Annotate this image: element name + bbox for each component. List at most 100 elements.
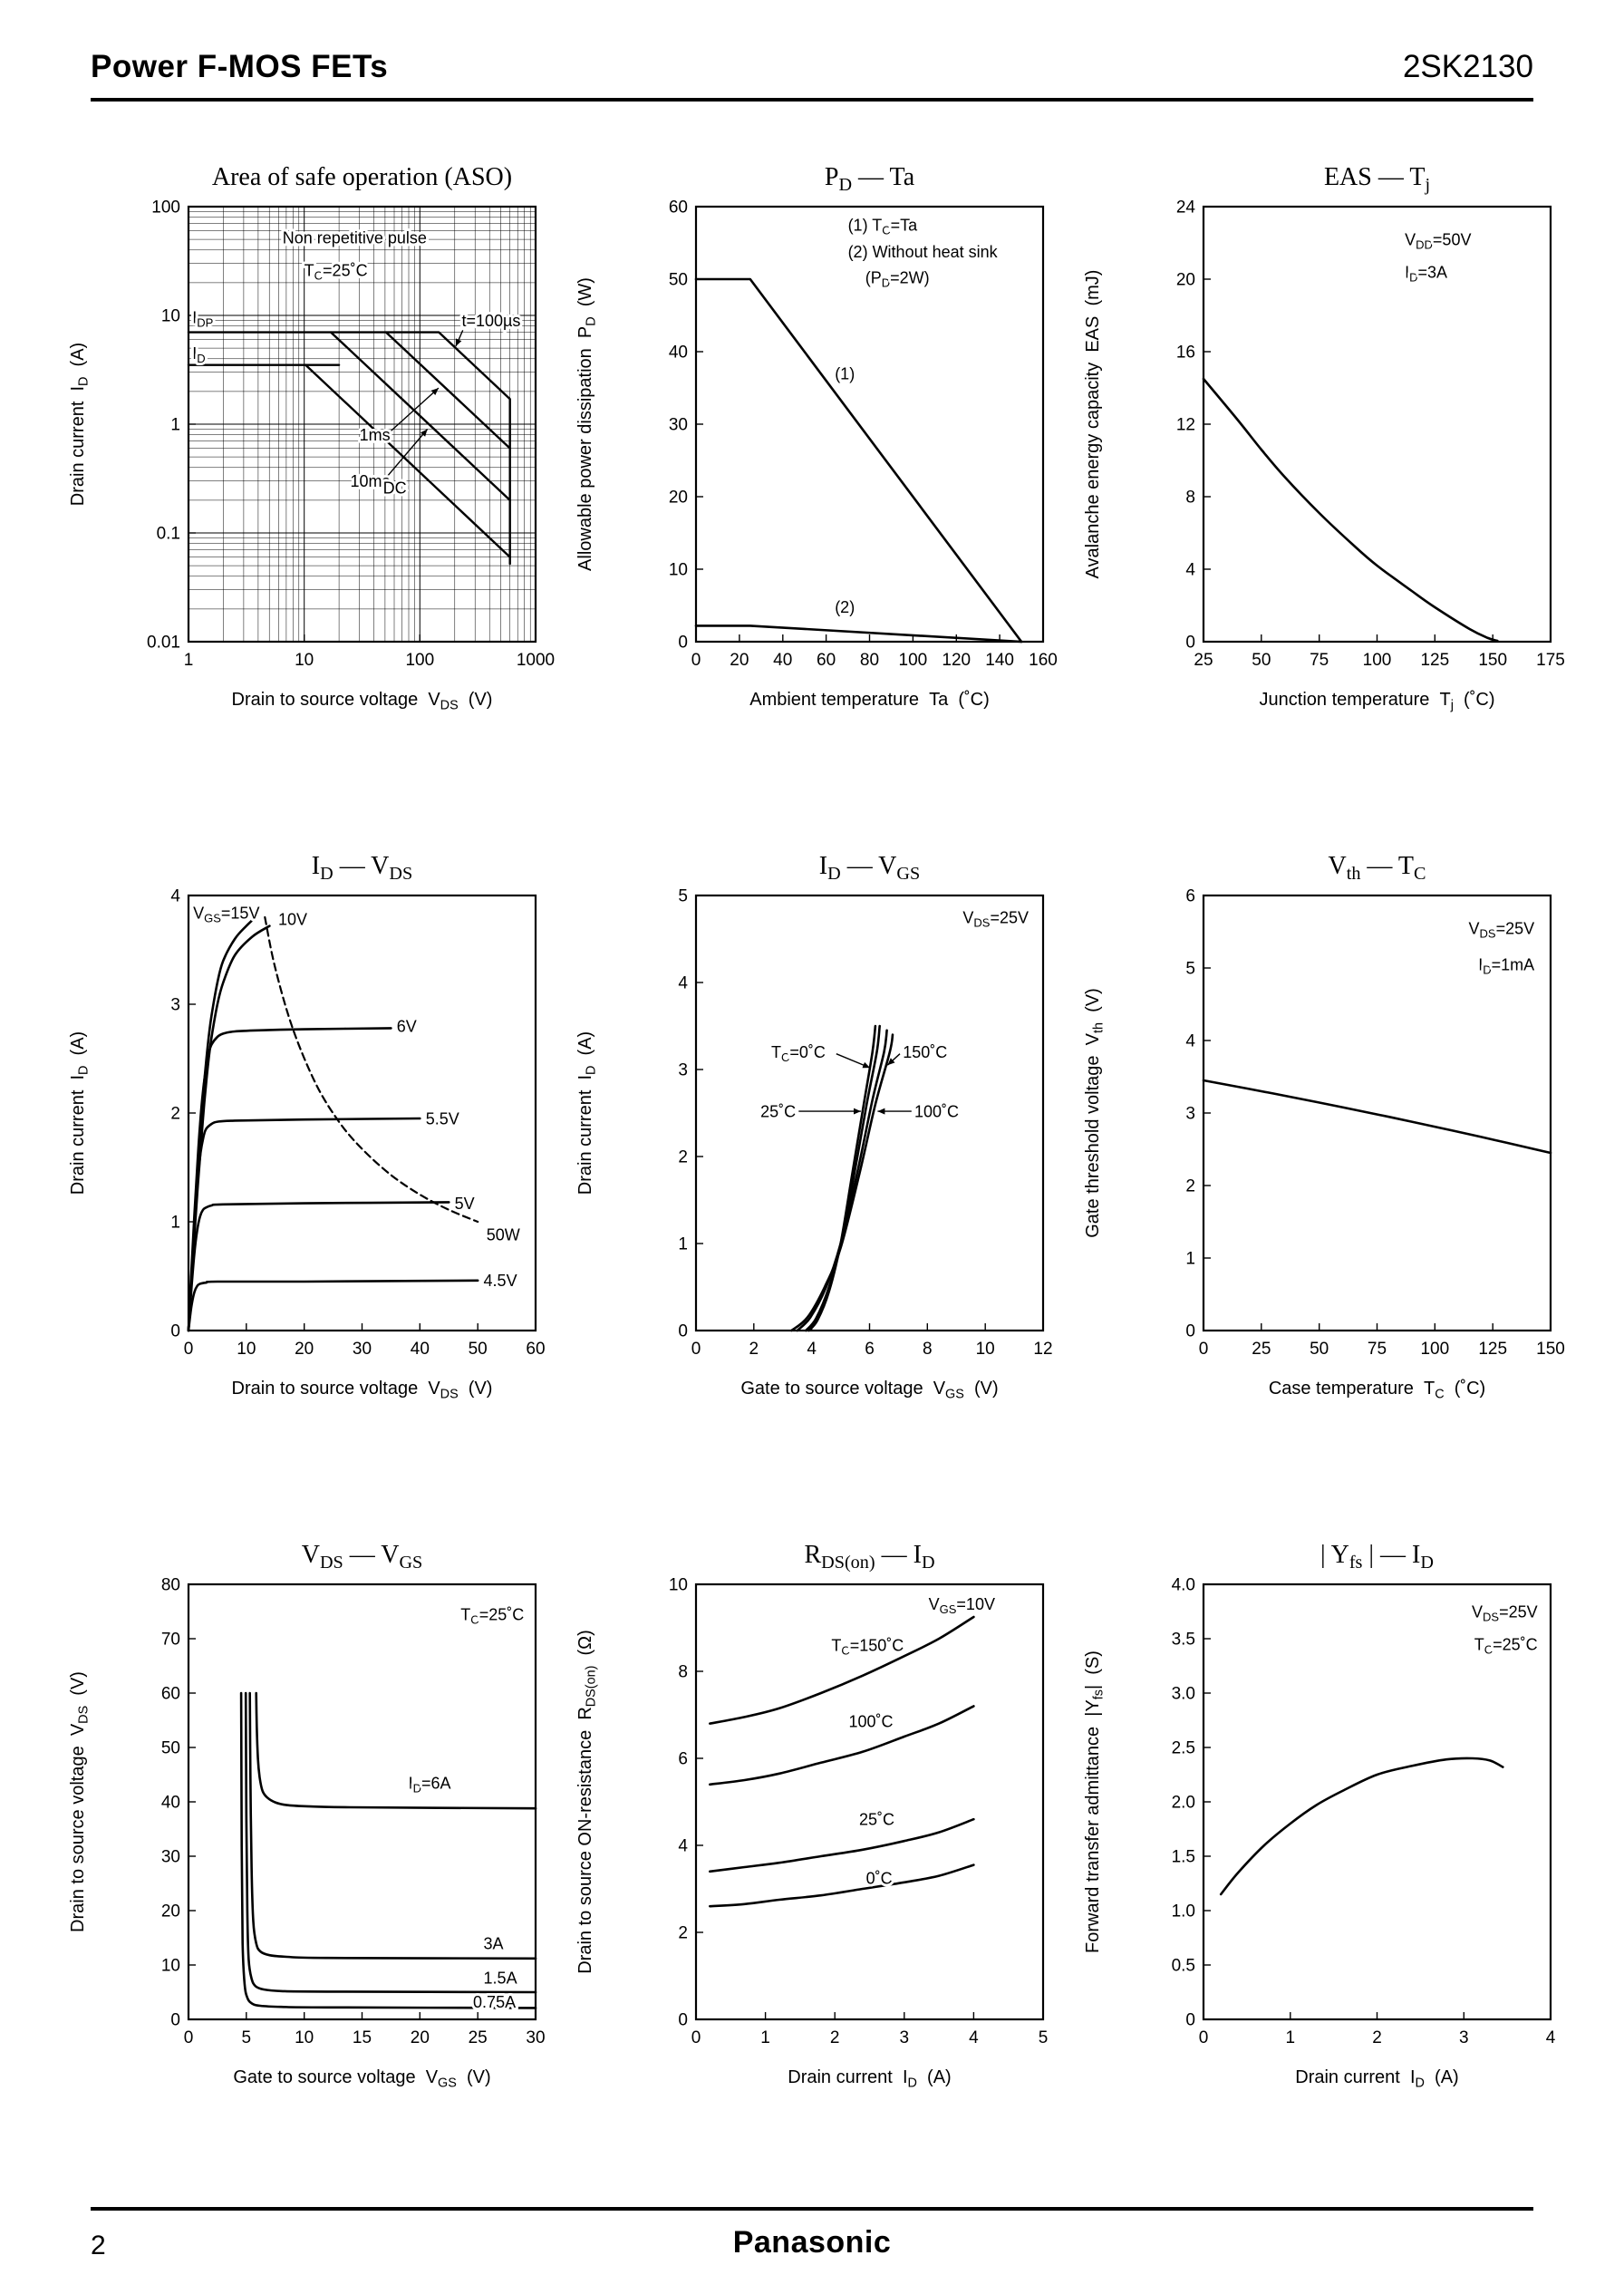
brand-logo: Panasonic bbox=[732, 2225, 892, 2260]
svg-text:10: 10 bbox=[237, 1340, 256, 1359]
svg-text:Gate to source voltage VGS (: Gate to source voltage VGS (V) bbox=[233, 2067, 490, 2090]
svg-text:25˚C: 25˚C bbox=[859, 1811, 894, 1829]
svg-text:0.5: 0.5 bbox=[1172, 1957, 1195, 1976]
svg-text:10ms: 10ms bbox=[350, 472, 390, 490]
svg-text:VGS=15V: VGS=15V bbox=[193, 905, 259, 925]
svg-text:Drain to source ON-resistance: Drain to source ON-resistance RDS(on) (Ω… bbox=[575, 1630, 598, 1974]
svg-text:10: 10 bbox=[161, 1957, 180, 1976]
svg-text:120: 120 bbox=[942, 651, 971, 670]
svg-text:0: 0 bbox=[691, 1340, 701, 1359]
svg-text:Case temperature TC (˚C): Case temperature TC (˚C) bbox=[1269, 1379, 1485, 1401]
svg-text:6: 6 bbox=[678, 1750, 688, 1769]
svg-text:0: 0 bbox=[184, 2028, 194, 2047]
svg-text:15: 15 bbox=[353, 2028, 372, 2047]
svg-text:0: 0 bbox=[1199, 1340, 1209, 1359]
svg-text:ID — VGS: ID — VGS bbox=[819, 852, 920, 884]
svg-text:VDS=25V: VDS=25V bbox=[962, 908, 1029, 929]
id-vds-plot: 0 10 20 30 40 50 60 0 1 2 3 4 ID — VDS Drain to sourc… bbox=[68, 852, 546, 1401]
svg-text:150˚C: 150˚C bbox=[903, 1043, 947, 1061]
svg-text:100˚C: 100˚C bbox=[914, 1102, 959, 1120]
svg-text:(1): (1) bbox=[835, 364, 855, 382]
svg-text:1000: 1000 bbox=[517, 651, 555, 670]
svg-text:150: 150 bbox=[1536, 1340, 1565, 1359]
svg-text:100: 100 bbox=[1363, 651, 1392, 670]
svg-text:50: 50 bbox=[161, 1739, 180, 1758]
svg-text:30: 30 bbox=[161, 1848, 180, 1867]
svg-text:4.0: 4.0 bbox=[1172, 1576, 1195, 1595]
svg-text:Non repetitive pulse: Non repetitive pulse bbox=[283, 228, 427, 247]
svg-text:1.5: 1.5 bbox=[1172, 1848, 1195, 1867]
svg-text:80: 80 bbox=[161, 1576, 180, 1595]
svg-text:3: 3 bbox=[1459, 2028, 1469, 2047]
svg-text:Forward transfer admittance |: Forward transfer admittance |Yfs| (S) bbox=[1083, 1650, 1106, 1953]
svg-text:4: 4 bbox=[969, 2028, 979, 2047]
chart-id-vds: 0 10 20 30 40 50 60 0 1 2 3 4 ID — VDS Drain to sourc… bbox=[51, 841, 558, 1439]
svg-text:VDS — VGS: VDS — VGS bbox=[302, 1541, 423, 1573]
svg-text:125: 125 bbox=[1478, 1340, 1507, 1359]
svg-text:1: 1 bbox=[170, 416, 180, 435]
svg-text:5: 5 bbox=[1185, 960, 1195, 979]
svg-text:20: 20 bbox=[730, 651, 749, 670]
svg-text:4: 4 bbox=[678, 974, 688, 993]
svg-text:80: 80 bbox=[860, 651, 879, 670]
svg-text:Junction temperature Tj (˚C): Junction temperature Tj (˚C) bbox=[1260, 690, 1495, 712]
svg-text:4: 4 bbox=[170, 887, 180, 906]
svg-text:50W: 50W bbox=[487, 1226, 520, 1244]
svg-text:25: 25 bbox=[1252, 1340, 1271, 1359]
chart-pd-ta: 0 20 40 60 80 100 120 140 160 0 10 20 30 40 50 60 PD — T… bbox=[558, 152, 1066, 750]
svg-text:TC=25˚C: TC=25˚C bbox=[460, 1605, 524, 1626]
chart-vds-vgs: 0 5 10 15 20 25 30 0 10 20 30 40 50 60 70 80 VDS — VGS Ga… bbox=[51, 1530, 558, 2128]
svg-text:125: 125 bbox=[1420, 651, 1449, 670]
svg-text:4: 4 bbox=[1185, 561, 1195, 580]
svg-text:4: 4 bbox=[807, 1340, 817, 1359]
pd-ta-plot: 0 20 40 60 80 100 120 140 160 0 10 20 30 40 50 60 PD — T… bbox=[575, 163, 1058, 710]
svg-text:3: 3 bbox=[1185, 1105, 1195, 1124]
svg-text:6V: 6V bbox=[397, 1017, 417, 1035]
svg-text:1: 1 bbox=[184, 651, 194, 670]
svg-text:2: 2 bbox=[1372, 2028, 1382, 2047]
svg-text:60: 60 bbox=[669, 198, 688, 218]
svg-text:TC=150˚C: TC=150˚C bbox=[831, 1637, 904, 1658]
svg-text:0: 0 bbox=[1185, 1322, 1195, 1341]
svg-text:10: 10 bbox=[669, 561, 688, 580]
svg-text:75: 75 bbox=[1310, 651, 1329, 670]
svg-text:EAS — Tj: EAS — Tj bbox=[1324, 163, 1430, 195]
svg-text:175: 175 bbox=[1536, 651, 1565, 670]
svg-text:8: 8 bbox=[1185, 489, 1195, 508]
svg-text:Gate threshold voltage Vth (: Gate threshold voltage Vth (V) bbox=[1083, 988, 1106, 1238]
vds-vgs-plot: 0 5 10 15 20 25 30 0 10 20 30 40 50 60 70 80 VDS — VGS Ga… bbox=[68, 1541, 546, 2090]
svg-text:12: 12 bbox=[1033, 1340, 1052, 1359]
svg-text:2: 2 bbox=[678, 1924, 688, 1943]
eas-tj-plot: 25 50 75 100 125 150 175 0 4 8 12 16 20 24 EAS — Tj Jun… bbox=[1083, 163, 1565, 712]
svg-text:3A: 3A bbox=[484, 1934, 504, 1952]
svg-text:Avalanche energy capacity EAS: Avalanche energy capacity EAS (mJ) bbox=[1083, 270, 1103, 579]
svg-text:TC=25˚C: TC=25˚C bbox=[304, 262, 368, 283]
svg-text:100: 100 bbox=[899, 651, 928, 670]
svg-text:30: 30 bbox=[526, 2028, 545, 2047]
svg-text:Drain to source voltage VDS: Drain to source voltage VDS (V) bbox=[232, 690, 493, 712]
svg-text:50: 50 bbox=[1310, 1340, 1329, 1359]
svg-text:Drain current ID (A): Drain current ID (A) bbox=[68, 343, 91, 506]
svg-text:6: 6 bbox=[1185, 887, 1195, 906]
svg-text:PD — Ta: PD — Ta bbox=[825, 163, 915, 195]
svg-text:0˚C: 0˚C bbox=[866, 1869, 893, 1887]
svg-text:5: 5 bbox=[678, 887, 688, 906]
chart-eas-tj: 25 50 75 100 125 150 175 0 4 8 12 16 20 24 EAS — Tj Jun… bbox=[1066, 152, 1573, 750]
svg-text:0: 0 bbox=[691, 2028, 701, 2047]
svg-text:Drain to source voltage VDS: Drain to source voltage VDS (V) bbox=[232, 1379, 493, 1401]
svg-text:0.01: 0.01 bbox=[147, 634, 180, 653]
svg-text:VDS=25V: VDS=25V bbox=[1472, 1602, 1538, 1623]
chart-area-of-safe-operation: 1 10 100 1000 0.01 0.1 1 10 100 Area of safe oper… bbox=[51, 152, 558, 750]
svg-text:5.5V: 5.5V bbox=[426, 1109, 459, 1128]
chart-yfs-id: 0 1 2 3 4 0 0.5 1.0 1.5 2.0 2.5 3.0 3.5 4.0 | Yfs | — … bbox=[1066, 1530, 1573, 2128]
svg-text:0: 0 bbox=[678, 634, 688, 653]
svg-text:ID=6A: ID=6A bbox=[409, 1774, 451, 1795]
svg-text:2: 2 bbox=[678, 1148, 688, 1167]
header-rule bbox=[91, 98, 1533, 102]
header-title: Power F-MOS FETs bbox=[91, 49, 389, 84]
chart-id-vgs: 0 2 4 6 8 10 12 0 1 2 3 4 5 ID — VGS Gate to source vo… bbox=[558, 841, 1066, 1439]
svg-text:Allowable power dissipation P: Allowable power dissipation PD (W) bbox=[575, 277, 598, 571]
svg-text:2: 2 bbox=[1185, 1177, 1195, 1196]
